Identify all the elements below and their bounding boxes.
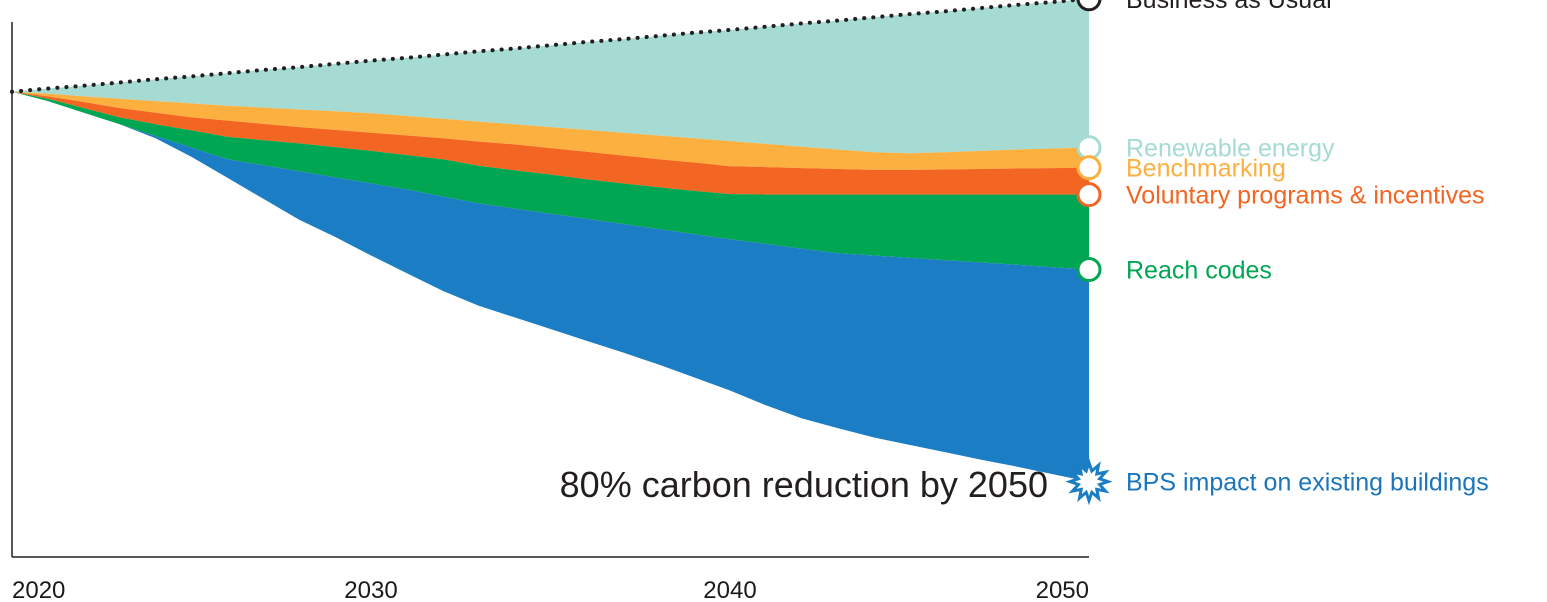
marker-bau	[1076, 0, 1102, 12]
x-tick-labels: 2020 2030 2040 2050	[12, 577, 1089, 602]
series-label-bau: Business as Usual	[1126, 0, 1332, 14]
series-label-voluntary: Voluntary programs & incentives	[1126, 182, 1485, 210]
area-reach	[12, 91, 1089, 270]
series-label-benchmarking: Benchmarking	[1126, 155, 1286, 183]
series-label-reach: Reach codes	[1126, 256, 1272, 284]
axes	[11, 22, 1089, 558]
chart-annotation: 80% carbon reduction by 2050	[560, 464, 1048, 505]
marker-reach	[1076, 256, 1102, 282]
x-tick-2030: 2030	[344, 577, 397, 602]
x-tick-2050: 2050	[1036, 577, 1089, 602]
area-voluntary	[12, 91, 1089, 195]
area-layers	[12, 0, 1089, 482]
area-benchmarking	[12, 91, 1089, 170]
series-label-bps: BPS impact on existing buildings	[1126, 469, 1489, 497]
x-tick-2040: 2040	[703, 577, 756, 602]
series-markers	[1065, 0, 1113, 506]
business-as-usual-line	[10, 0, 1091, 94]
series-labels: Business as Usual Renewable energyBenchma…	[1126, 0, 1489, 497]
x-tick-2020: 2020	[12, 577, 65, 602]
series-label-renewable: Renewable energy	[1126, 135, 1335, 163]
marker-voluntary	[1076, 182, 1102, 208]
area-renewable	[12, 0, 1089, 154]
marker-benchmarking	[1076, 155, 1102, 181]
marker-bps	[1065, 457, 1113, 506]
area-bps	[12, 91, 1089, 482]
